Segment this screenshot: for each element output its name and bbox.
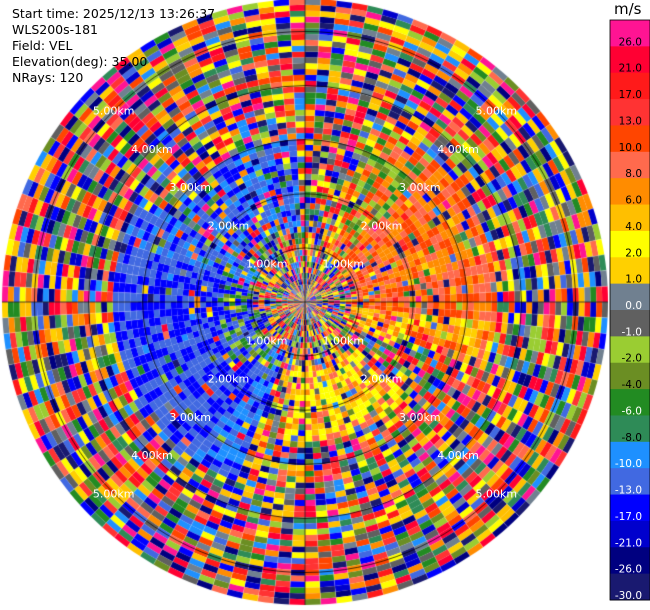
range-ring-label: 5.00km bbox=[476, 487, 518, 500]
colorbar-tick-label: -4.0 bbox=[622, 379, 643, 391]
colorbar-tick-label: 2.0 bbox=[625, 247, 642, 259]
colorbar-swatch bbox=[610, 362, 650, 390]
colorbar: 26.0 21.0 17.0 13.0 10.0 8.0 6.0 4.0 2.0 1.0 0.0 -1… bbox=[609, 19, 650, 602]
instrument-label: WLS200s-181 bbox=[12, 22, 98, 37]
colorbar-swatch bbox=[610, 20, 650, 47]
colorbar-tick-label: 17.0 bbox=[619, 89, 642, 101]
colorbar-tick-label: 10.0 bbox=[619, 142, 642, 154]
colorbar-swatch bbox=[610, 283, 650, 311]
colorbar-tick-label: 26.0 bbox=[619, 36, 642, 48]
range-ring-label: 4.00km bbox=[131, 143, 173, 156]
colorbar-swatch bbox=[610, 336, 650, 364]
range-ring-label: 2.00km bbox=[361, 219, 403, 232]
colorbar-tick-label: 0.0 bbox=[625, 300, 642, 312]
plot-info: Start time: 2025/12/13 13:26:37 WLS200s-… bbox=[12, 6, 215, 86]
colorbar-swatch bbox=[610, 573, 650, 601]
range-ring-label: 1.00km bbox=[246, 258, 288, 271]
colorbar-swatch bbox=[610, 310, 650, 337]
colorbar-tick-label: -6.0 bbox=[622, 405, 643, 417]
colorbar-tick-label: -10.0 bbox=[615, 458, 642, 470]
range-ring-label: 1.00km bbox=[322, 334, 364, 347]
range-ring-label: 3.00km bbox=[399, 181, 441, 194]
range-ring-label: 5.00km bbox=[476, 105, 518, 118]
colorbar-tick-label: 1.0 bbox=[625, 274, 642, 286]
colorbar-swatch bbox=[610, 415, 650, 443]
nrays-label: NRays: 120 bbox=[12, 70, 84, 85]
elevation-label: Elevation(deg): 35.00 bbox=[12, 54, 148, 69]
colorbar-swatch bbox=[610, 520, 650, 548]
colorbar-tick-label: -13.0 bbox=[615, 485, 642, 497]
range-ring-label: 5.00km bbox=[93, 105, 135, 118]
colorbar-swatch bbox=[610, 204, 650, 232]
colorbar-swatch bbox=[610, 230, 650, 258]
colorbar-swatch bbox=[610, 441, 650, 469]
colorbar-tick-label: 21.0 bbox=[619, 63, 642, 75]
range-ring-label: 5.00km bbox=[93, 487, 135, 500]
range-ring-label: 4.00km bbox=[131, 449, 173, 462]
colorbar-swatch bbox=[610, 468, 650, 496]
colorbar-swatch bbox=[610, 125, 650, 153]
colorbar-tick-label: -17.0 bbox=[615, 511, 642, 523]
range-ring-label: 2.00km bbox=[361, 373, 403, 386]
colorbar-tick-label: 8.0 bbox=[625, 168, 642, 180]
colorbar-swatch bbox=[610, 389, 650, 416]
range-ring-label: 4.00km bbox=[437, 449, 479, 462]
colorbar-tick-label: 13.0 bbox=[619, 115, 642, 127]
range-ring-label: 1.00km bbox=[246, 334, 288, 347]
range-ring-label: 2.00km bbox=[208, 219, 250, 232]
colorbar-swatch bbox=[610, 99, 650, 126]
colorbar-swatch bbox=[610, 547, 650, 575]
colorbar-swatch bbox=[610, 46, 650, 74]
colorbar-frame bbox=[609, 19, 650, 601]
range-ring-label: 3.00km bbox=[169, 411, 211, 424]
range-ring-label: 3.00km bbox=[399, 411, 441, 424]
colorbar-swatch bbox=[610, 257, 650, 285]
colorbar-swatch bbox=[610, 72, 650, 100]
colorbar-tick-label: -8.0 bbox=[622, 432, 643, 444]
range-ring-label: 4.00km bbox=[437, 143, 479, 156]
range-ring-label: 1.00km bbox=[322, 258, 364, 271]
colorbar-tick-label: -2.0 bbox=[622, 353, 643, 365]
colorbar-swatch bbox=[610, 494, 650, 522]
field-label: Field: VEL bbox=[12, 38, 73, 53]
range-ring-label: 3.00km bbox=[169, 181, 211, 194]
colorbar-tick-label: 6.0 bbox=[625, 195, 642, 207]
colorbar-tick-label: -30.0 bbox=[615, 590, 642, 602]
colorbar-title: m/s bbox=[614, 0, 642, 18]
colorbar-tick-label: 4.0 bbox=[625, 221, 642, 233]
start-time-label: Start time: 2025/12/13 13:26:37 bbox=[12, 6, 216, 21]
colorbar-tick-label: -26.0 bbox=[615, 564, 642, 576]
colorbar-swatch bbox=[610, 151, 650, 179]
colorbar-tick-label: -21.0 bbox=[615, 537, 642, 549]
range-ring-label: 2.00km bbox=[208, 373, 250, 386]
colorbar-tick-label: -1.0 bbox=[622, 326, 643, 338]
colorbar-swatch bbox=[610, 178, 650, 206]
